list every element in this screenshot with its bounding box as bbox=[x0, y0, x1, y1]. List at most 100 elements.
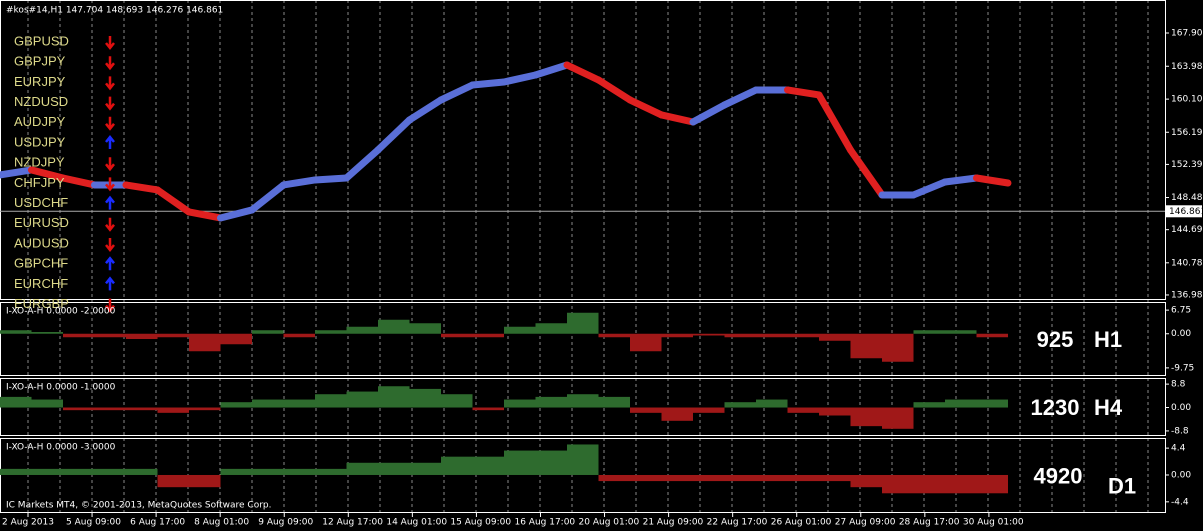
histogram-bar bbox=[409, 462, 441, 475]
x-tick-label: 26 Aug 01:00 bbox=[771, 518, 832, 528]
price-segment bbox=[815, 91, 854, 154]
signal-arrow bbox=[105, 56, 115, 71]
histogram-bar bbox=[882, 474, 914, 494]
histogram-bar bbox=[850, 407, 882, 427]
histogram-bar bbox=[535, 323, 567, 334]
y-tick-label: 6.75 bbox=[1171, 306, 1191, 316]
histogram-bar bbox=[567, 444, 599, 475]
histogram-bar bbox=[252, 468, 284, 475]
pair-name: GBPJPY bbox=[14, 54, 66, 69]
histogram-bar bbox=[252, 399, 284, 408]
price-segment bbox=[59, 174, 98, 189]
y-tick-label: 160.100 bbox=[1171, 95, 1203, 105]
histogram-bar bbox=[756, 399, 788, 408]
histogram-bar bbox=[661, 407, 693, 421]
timeframe: H1 bbox=[1094, 327, 1122, 352]
timeframe: H4 bbox=[1094, 395, 1123, 420]
histogram-bar bbox=[63, 407, 95, 411]
signal-arrow bbox=[105, 157, 115, 172]
price-segment bbox=[406, 96, 445, 124]
histogram-bar bbox=[220, 333, 252, 345]
price-segment bbox=[311, 174, 350, 184]
pair-name: CHFJPY bbox=[14, 175, 65, 190]
signal-arrow bbox=[105, 36, 115, 51]
histogram-bar bbox=[31, 399, 63, 408]
histogram-bar bbox=[315, 394, 347, 408]
pair-name: EURGBP bbox=[14, 296, 69, 311]
price-segment bbox=[973, 174, 1012, 187]
x-tick-label: 16 Aug 17:00 bbox=[514, 518, 575, 528]
histogram-bar bbox=[126, 407, 158, 411]
histogram-bar bbox=[756, 333, 788, 338]
histogram-bar bbox=[630, 474, 662, 482]
histogram-bar bbox=[504, 450, 536, 475]
price-segment bbox=[248, 181, 287, 214]
signal-arrow bbox=[105, 96, 115, 111]
histogram-bar bbox=[220, 402, 252, 408]
histogram-bar bbox=[913, 474, 945, 494]
x-tick-label: 27 Aug 09:00 bbox=[835, 518, 896, 528]
histogram-bar bbox=[441, 394, 473, 408]
histogram-bar bbox=[693, 407, 725, 413]
bar-count: 4920 bbox=[1034, 463, 1083, 488]
y-tick-label: 140.780 bbox=[1171, 258, 1203, 268]
price-segment bbox=[122, 181, 161, 194]
histogram-bar bbox=[945, 474, 977, 494]
histogram-bar bbox=[283, 333, 315, 338]
pair-name: EURJPY bbox=[14, 74, 66, 89]
y-tick-label: 8.8 bbox=[1171, 380, 1186, 390]
histogram-bar bbox=[252, 330, 284, 334]
indicator-label: I-XO-A-H 0.0000 -1.0000 bbox=[6, 383, 116, 393]
histogram-bar bbox=[220, 468, 252, 475]
indicator-label: I-XO-A-H 0.0000 -3.0000 bbox=[6, 443, 116, 453]
price-segment bbox=[437, 81, 476, 104]
histogram-bar bbox=[346, 326, 378, 334]
y-tick-label: 148.485 bbox=[1171, 193, 1203, 203]
histogram-bar bbox=[441, 456, 473, 475]
histogram-bar bbox=[504, 399, 536, 408]
pair-name: NZDJPY bbox=[14, 155, 65, 170]
y-tick-label: 167.905 bbox=[1171, 28, 1203, 38]
histogram-bar bbox=[724, 333, 756, 338]
histogram-bar bbox=[0, 330, 32, 334]
histogram-bar bbox=[409, 388, 441, 408]
histogram-bar bbox=[598, 396, 630, 408]
histogram-bar bbox=[661, 474, 693, 482]
signal-arrow bbox=[105, 238, 115, 253]
histogram-bar bbox=[787, 474, 819, 482]
histogram-bar bbox=[913, 402, 945, 408]
y-tick-label: 0.00 bbox=[1171, 403, 1191, 413]
signal-arrow bbox=[105, 134, 115, 149]
price-segment bbox=[469, 78, 508, 89]
y-tick-label: 144.690 bbox=[1171, 225, 1203, 235]
x-tick-label: 15 Aug 09:00 bbox=[450, 518, 511, 528]
price-segment bbox=[28, 166, 67, 182]
histogram-bar bbox=[819, 407, 851, 416]
histogram-bar bbox=[94, 407, 126, 411]
histogram-bar bbox=[94, 468, 126, 475]
histogram-bar bbox=[94, 333, 126, 338]
x-tick-label: 5 Aug 09:00 bbox=[66, 518, 121, 528]
x-tick-label: 30 Aug 01:00 bbox=[963, 518, 1024, 528]
histogram-bar bbox=[346, 391, 378, 408]
x-tick-label: 14 Aug 01:00 bbox=[386, 518, 447, 528]
y-tick-label: 136.985 bbox=[1171, 290, 1203, 300]
y-tick-label: 156.190 bbox=[1171, 128, 1203, 138]
histogram-bar bbox=[157, 474, 189, 488]
histogram-bar bbox=[63, 333, 95, 338]
price-segment bbox=[217, 206, 256, 222]
histogram-bar bbox=[945, 330, 977, 334]
histogram-bar bbox=[157, 407, 189, 413]
histogram-bar bbox=[315, 468, 347, 475]
pair-name: AUDJPY bbox=[14, 114, 66, 129]
histogram-bar bbox=[945, 399, 977, 408]
signal-arrow bbox=[105, 195, 115, 210]
copyright: IC Markets MT4, © 2001-2013, MetaQuotes … bbox=[6, 501, 272, 511]
histogram-bar bbox=[976, 474, 1008, 494]
histogram-bar bbox=[787, 333, 819, 338]
price-segment bbox=[0, 166, 35, 179]
price-segment bbox=[563, 61, 602, 84]
price-segment bbox=[343, 146, 382, 182]
x-tick-label: 12 Aug 17:00 bbox=[322, 518, 383, 528]
y-tick-label: -4.4 bbox=[1171, 497, 1189, 507]
